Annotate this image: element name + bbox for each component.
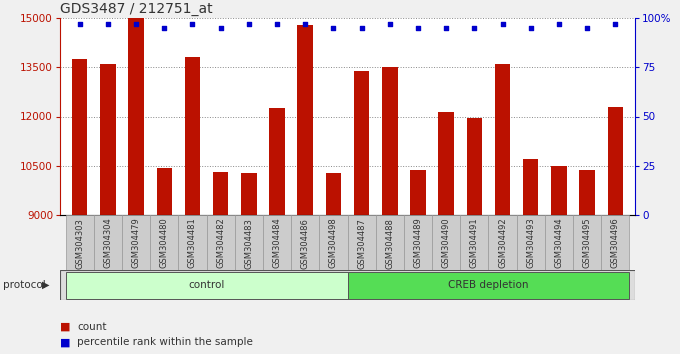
Text: percentile rank within the sample: percentile rank within the sample [77, 337, 253, 348]
Text: GSM304488: GSM304488 [386, 218, 394, 269]
Text: GSM304484: GSM304484 [273, 218, 282, 268]
FancyBboxPatch shape [375, 215, 404, 270]
Bar [466, 118, 482, 215]
Text: CREB depletion: CREB depletion [448, 280, 528, 290]
Bar [382, 67, 398, 215]
Text: GSM304486: GSM304486 [301, 218, 309, 269]
Text: GSM304494: GSM304494 [554, 218, 564, 268]
FancyBboxPatch shape [573, 215, 601, 270]
Text: ■: ■ [60, 321, 71, 332]
Text: control: control [188, 280, 225, 290]
FancyBboxPatch shape [235, 215, 263, 270]
Point [356, 25, 367, 31]
Text: GSM304487: GSM304487 [357, 218, 366, 269]
Bar [185, 57, 200, 215]
FancyBboxPatch shape [347, 215, 375, 270]
Point [525, 25, 536, 31]
FancyBboxPatch shape [66, 272, 347, 298]
Bar [495, 64, 510, 215]
Bar [354, 71, 369, 215]
FancyBboxPatch shape [347, 272, 630, 298]
Text: GSM304303: GSM304303 [75, 218, 84, 269]
FancyBboxPatch shape [122, 215, 150, 270]
FancyBboxPatch shape [460, 215, 488, 270]
Bar [607, 107, 623, 215]
Text: GSM304304: GSM304304 [103, 218, 112, 268]
FancyBboxPatch shape [263, 215, 291, 270]
FancyBboxPatch shape [545, 215, 573, 270]
Bar [156, 168, 172, 215]
Text: GSM304481: GSM304481 [188, 218, 197, 268]
Text: protocol: protocol [3, 280, 46, 290]
Point [581, 25, 592, 31]
Bar [551, 166, 566, 215]
FancyBboxPatch shape [404, 215, 432, 270]
FancyBboxPatch shape [432, 215, 460, 270]
Text: GSM304492: GSM304492 [498, 218, 507, 268]
Point [300, 21, 311, 27]
Text: GSM304496: GSM304496 [611, 218, 619, 268]
Point [187, 21, 198, 27]
Text: GSM304491: GSM304491 [470, 218, 479, 268]
Point [216, 25, 226, 31]
Text: ■: ■ [60, 337, 71, 348]
Text: GSM304495: GSM304495 [583, 218, 592, 268]
Text: count: count [77, 321, 107, 332]
FancyBboxPatch shape [517, 215, 545, 270]
FancyBboxPatch shape [150, 215, 178, 270]
Point [413, 25, 424, 31]
Point [497, 21, 508, 27]
Point [610, 21, 621, 27]
Bar [100, 64, 116, 215]
Text: GSM304498: GSM304498 [329, 218, 338, 268]
FancyBboxPatch shape [601, 215, 630, 270]
FancyBboxPatch shape [207, 215, 235, 270]
Point [441, 25, 452, 31]
Text: GSM304479: GSM304479 [132, 218, 141, 268]
Bar [410, 170, 426, 215]
Text: GSM304480: GSM304480 [160, 218, 169, 268]
FancyBboxPatch shape [488, 215, 517, 270]
Bar [129, 18, 144, 215]
Point [243, 21, 254, 27]
Bar [297, 24, 313, 215]
Point [469, 25, 480, 31]
Text: GSM304489: GSM304489 [413, 218, 422, 268]
Bar [241, 173, 256, 215]
Bar [72, 59, 88, 215]
Point [271, 21, 282, 27]
Bar [213, 172, 228, 215]
FancyBboxPatch shape [60, 270, 635, 300]
FancyBboxPatch shape [178, 215, 207, 270]
FancyBboxPatch shape [320, 215, 347, 270]
FancyBboxPatch shape [66, 215, 94, 270]
Point [384, 21, 395, 27]
Bar [439, 112, 454, 215]
Bar [523, 159, 539, 215]
Bar [269, 108, 285, 215]
Point [554, 21, 564, 27]
FancyBboxPatch shape [291, 215, 320, 270]
Bar [326, 173, 341, 215]
Text: GSM304493: GSM304493 [526, 218, 535, 268]
Point [159, 25, 170, 31]
Point [103, 21, 114, 27]
Text: GSM304482: GSM304482 [216, 218, 225, 268]
Point [131, 21, 141, 27]
Text: GDS3487 / 212751_at: GDS3487 / 212751_at [60, 1, 213, 16]
Point [74, 21, 85, 27]
Text: GSM304483: GSM304483 [244, 218, 254, 269]
Text: GSM304490: GSM304490 [441, 218, 451, 268]
Bar [579, 170, 595, 215]
FancyBboxPatch shape [94, 215, 122, 270]
Text: ▶: ▶ [42, 280, 50, 290]
Point [328, 25, 339, 31]
